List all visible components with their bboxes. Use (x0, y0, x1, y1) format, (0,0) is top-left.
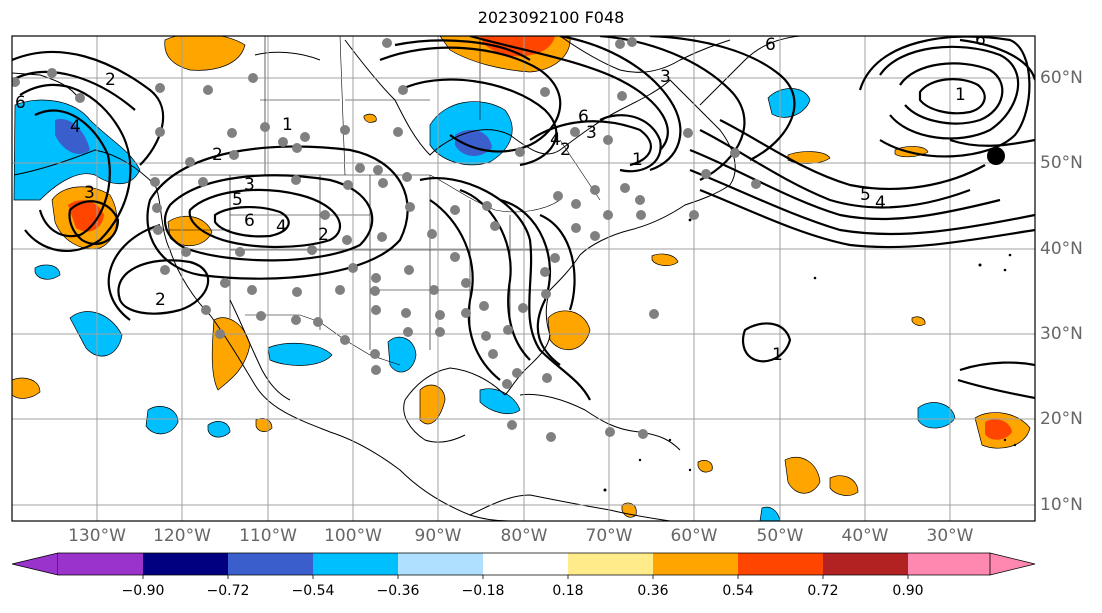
map-title: 2023092100 F048 (477, 8, 625, 27)
contour-label: 4 (875, 193, 886, 213)
orange-anomaly (829, 475, 859, 496)
colorbar-tick-label: −0.54 (291, 583, 335, 599)
contour-label: 1 (282, 115, 293, 135)
contour-label: 6 (15, 93, 26, 113)
blue-anomaly (34, 264, 61, 280)
colorbar-segment (228, 553, 313, 575)
orange-anomaly (911, 316, 926, 326)
colorbar-tick-label: −0.90 (121, 583, 165, 599)
blue-anomaly (267, 342, 333, 366)
orange-anomaly (697, 460, 713, 473)
orange-anomaly (784, 456, 821, 494)
hurricane-marker (987, 147, 1005, 165)
contour-label: 3 (586, 123, 597, 143)
contour-label: 5 (232, 190, 243, 210)
political-borders (150, 36, 601, 366)
contour-label: 4 (276, 217, 287, 237)
latitude-label: 20°N (1040, 409, 1083, 429)
blue-anomaly (145, 406, 179, 435)
longitude-label: 110°W (239, 526, 297, 546)
longitude-label: 100°W (324, 526, 382, 546)
contour-label: 2 (318, 225, 329, 245)
colorbar-tick-label: 0.18 (552, 583, 584, 599)
colorbar-segment (568, 553, 653, 575)
blue-anomaly (55, 119, 90, 155)
blue-anomaly (479, 388, 521, 414)
blue-anomaly (917, 402, 956, 429)
colorbar (11, 552, 1036, 579)
colorbar-extend-max (989, 552, 1036, 576)
contour-label: 6 (244, 211, 255, 231)
colorbar-tick-label: −0.36 (376, 583, 420, 599)
latitude-label: 10°N (1040, 495, 1083, 515)
contour-label: 6 (975, 30, 986, 50)
orange-anomaly (363, 113, 377, 123)
colorbar-tick-label: 0.36 (637, 583, 669, 599)
contour-label: 6 (578, 107, 589, 127)
red-anomaly (985, 419, 1012, 440)
longitude-label: 120°W (153, 526, 211, 546)
longitude-label: 50°W (756, 526, 804, 546)
orange-anomaly (547, 310, 591, 351)
latitude-label: 50°N (1040, 153, 1083, 173)
contour-label: 1 (632, 150, 643, 170)
red-anomaly (480, 36, 555, 57)
colorbar-tick-label: 0.54 (722, 583, 754, 599)
longitude-label: 80°W (500, 526, 548, 546)
orange-anomaly (419, 384, 446, 425)
latitude-label: 30°N (1040, 324, 1083, 344)
colorbar-extend-min (11, 552, 59, 576)
longitude-label: 70°W (585, 526, 633, 546)
colorbar-tick-label: −0.18 (461, 583, 505, 599)
contour-label: 2 (105, 70, 116, 90)
contour-label: 4 (70, 117, 81, 137)
contour-label: 3 (660, 67, 671, 87)
contour-label: 3 (84, 183, 95, 203)
colorbar-segment (483, 553, 568, 575)
contour-label: 3 (244, 175, 255, 195)
longitude-label: 90°W (414, 526, 462, 546)
contour-label: 2 (560, 140, 571, 160)
contour-labels: 1 1 1 1 2 2 2 2 2 3 3 3 3 4 4 4 4 5 5 6 … (15, 30, 986, 365)
contour-label: 2 (155, 290, 166, 310)
longitude-label: 130°W (68, 526, 126, 546)
contour-label: 5 (860, 185, 871, 205)
colorbar-tick-label: 0.90 (892, 583, 924, 599)
orange-anomaly (12, 377, 41, 399)
colorbar-tick-label: 0.72 (807, 583, 839, 599)
orange-anomaly (164, 36, 246, 71)
blue-anomaly (759, 506, 781, 521)
longitude-label: 40°W (841, 526, 889, 546)
orange-anomaly (651, 253, 679, 266)
colorbar-segment (823, 553, 908, 575)
colorbar-tick-label: −0.72 (206, 583, 250, 599)
longitude-label: 60°W (670, 526, 718, 546)
contour-label: 4 (550, 130, 561, 150)
islands (603, 218, 1017, 492)
contour-label: 2 (212, 145, 223, 165)
contour-label: 6 (765, 35, 776, 55)
colorbar-segment (908, 553, 990, 575)
coastlines (12, 36, 801, 521)
colorbar-segment (143, 553, 228, 575)
longitude-label: 30°W (926, 526, 974, 546)
colorbar-segment (398, 553, 483, 575)
colorbar-segment (738, 553, 823, 575)
contour-label: 1 (955, 85, 966, 105)
latitude-label: 40°N (1040, 239, 1083, 259)
colorbar-segment (653, 553, 738, 575)
contour-label: 1 (772, 345, 783, 365)
map-frame (11, 35, 1036, 522)
colorbar-segment (58, 553, 143, 575)
colorbar-segment (313, 553, 398, 575)
latitude-label: 60°N (1040, 68, 1083, 88)
blue-anomaly (207, 421, 231, 438)
station-dots (12, 37, 761, 442)
